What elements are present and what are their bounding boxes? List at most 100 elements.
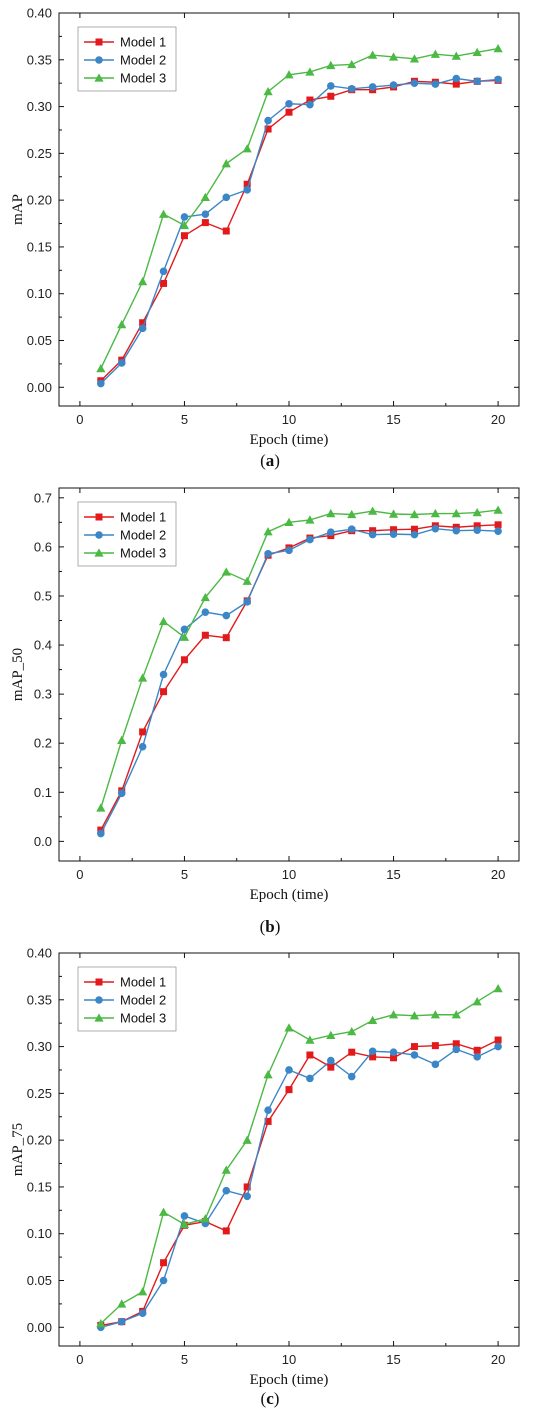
y-tick-label: 0.10 (27, 1226, 52, 1241)
legend-marker (94, 1013, 104, 1022)
data-point (368, 506, 378, 515)
data-point (285, 1066, 293, 1074)
y-tick-label: 0.40 (27, 946, 52, 961)
data-point (221, 159, 231, 168)
legend-marker (94, 548, 104, 557)
x-tick-label: 20 (491, 867, 505, 882)
caption-open-paren: ( (261, 1389, 267, 1408)
data-point (452, 74, 461, 83)
data-point (473, 1053, 481, 1061)
data-point (327, 1063, 335, 1071)
y-tick-label: 0.05 (27, 333, 52, 348)
data-point (139, 728, 147, 736)
series-model-1 (97, 521, 502, 834)
data-point (180, 656, 188, 664)
data-point (430, 49, 440, 58)
data-point (264, 1106, 272, 1114)
y-tick-label: 0.0 (34, 834, 52, 849)
data-point (285, 99, 293, 108)
data-point (451, 1010, 461, 1019)
caption-open-paren: ( (260, 451, 266, 470)
data-point (347, 1027, 357, 1036)
data-point (368, 50, 378, 59)
data-point (221, 567, 231, 576)
series-model-3 (96, 505, 503, 812)
y-tick-label: 0.15 (27, 1179, 52, 1194)
data-point (493, 43, 503, 53)
x-tick-label: 15 (386, 412, 400, 427)
data-point (243, 1192, 251, 1201)
data-point (305, 515, 315, 524)
data-point (493, 983, 503, 993)
data-point (180, 213, 189, 221)
series-line (100, 524, 499, 831)
data-point (243, 598, 251, 606)
y-axis-label: mAP_50 (10, 648, 26, 701)
data-point (179, 632, 190, 641)
data-point (368, 83, 377, 91)
chart-panel-b: 0 5 10 15 20 0.0 0.1 0.2 0.3 0.4 0.5 0.6 0.7 Epoch (t… (10, 487, 520, 936)
x-axis-label: Epoch (time) (250, 1372, 329, 1388)
data-point (452, 1040, 460, 1048)
data-point (452, 80, 460, 88)
data-point (410, 79, 419, 87)
data-point (431, 1060, 440, 1069)
data-point (305, 1035, 315, 1044)
legend-box (77, 501, 177, 567)
data-point (138, 276, 148, 286)
y-tick-label: 0.00 (27, 380, 52, 395)
series-model-2 (97, 524, 502, 838)
data-point (264, 116, 272, 125)
data-point (200, 592, 210, 602)
data-point (368, 1015, 378, 1025)
data-point (117, 319, 127, 329)
data-point (158, 209, 169, 218)
data-point (347, 509, 357, 519)
data-point (306, 535, 314, 544)
data-point (117, 735, 127, 744)
data-point (138, 673, 148, 682)
caption-close-paren: ) (275, 917, 281, 936)
data-point (222, 611, 231, 620)
series-line (100, 79, 499, 382)
y-tick-label: 0.10 (27, 286, 52, 301)
caption-close-paren: ) (274, 451, 280, 470)
data-point (326, 60, 336, 70)
legend-label: Model 3 (120, 71, 166, 86)
series-line (100, 77, 499, 385)
caption-letter: b (265, 917, 274, 936)
legend-marker (95, 38, 103, 46)
data-point (493, 505, 503, 514)
y-tick-label: 0.6 (34, 539, 52, 554)
data-point (368, 1047, 377, 1056)
data-point (284, 1023, 294, 1032)
y-tick-label: 0.30 (27, 1039, 52, 1054)
data-point (472, 507, 482, 517)
data-point (390, 526, 398, 534)
data-point (327, 1056, 335, 1065)
x-axis-label: Epoch (time) (250, 432, 329, 448)
data-point (431, 524, 440, 533)
series-line (100, 528, 499, 834)
data-point (473, 1046, 481, 1054)
legend-label: Model 1 (120, 35, 166, 50)
data-point (201, 631, 209, 639)
legend-marker (95, 56, 103, 64)
data-point (242, 1135, 252, 1144)
y-tick-label: 0.05 (27, 1273, 52, 1288)
data-point (430, 1010, 440, 1019)
data-point (264, 125, 272, 133)
x-tick-label: 15 (386, 867, 400, 882)
legend-box (77, 966, 177, 1032)
data-point (117, 1299, 127, 1308)
data-point (285, 546, 293, 555)
series-model-2 (97, 1042, 502, 1332)
data-point (284, 70, 294, 79)
x-tick-label: 5 (181, 412, 188, 427)
data-point (96, 1318, 106, 1328)
data-point (222, 634, 230, 642)
data-point (390, 1054, 398, 1062)
x-tick-label: 0 (76, 867, 83, 882)
data-point (306, 1051, 314, 1059)
data-point (473, 526, 481, 535)
